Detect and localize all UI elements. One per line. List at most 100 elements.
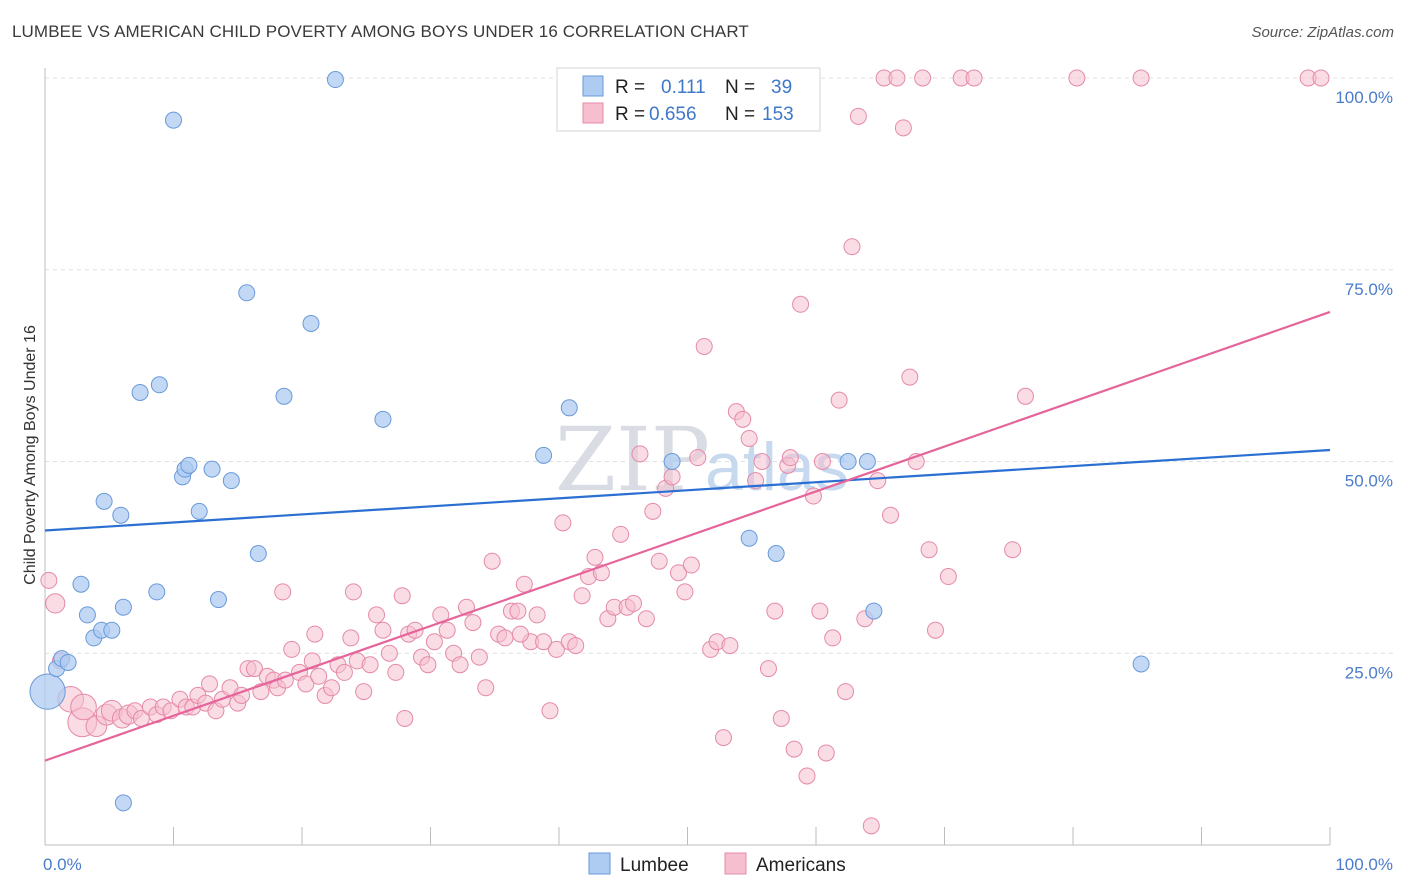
- americans-point: [843, 238, 861, 256]
- americans-points: [40, 69, 1330, 835]
- source-label: Source: ZipAtlas.com: [1251, 24, 1394, 41]
- lumbee-point: [103, 621, 121, 639]
- americans-point: [554, 514, 572, 532]
- lumbee-point: [209, 591, 227, 609]
- americans-point: [310, 667, 328, 685]
- stats-legend: R = 0.111 N = 39 R = 0.656 N = 153: [556, 67, 821, 132]
- americans-point: [496, 629, 514, 647]
- lumbee-point: [302, 314, 320, 332]
- lumbee-point: [72, 575, 90, 593]
- lumbee-point: [29, 673, 66, 710]
- americans-point: [297, 675, 315, 693]
- americans-point: [470, 648, 488, 666]
- americans-point: [663, 468, 681, 486]
- americans-point: [670, 564, 688, 582]
- lumbee-point: [249, 545, 267, 563]
- legend-lumbee-label: Lumbee: [620, 855, 689, 876]
- lumbee-point: [238, 284, 256, 302]
- y-tick-label: 75.0%: [1345, 280, 1393, 299]
- americans-point: [781, 449, 799, 467]
- americans-point: [862, 817, 880, 835]
- lumbee-r-label: R =: [615, 77, 645, 98]
- americans-point: [740, 429, 758, 447]
- americans-point: [644, 502, 662, 520]
- chart-title: LUMBEE VS AMERICAN CHILD POVERTY AMONG B…: [12, 22, 749, 41]
- axes: [44, 68, 1331, 846]
- legend-americans-swatch: [724, 852, 747, 875]
- americans-point: [1312, 69, 1330, 87]
- lumbee-point: [663, 453, 681, 470]
- lumbee-point: [78, 606, 96, 624]
- americans-point: [888, 69, 906, 87]
- americans-n-label: N =: [725, 104, 755, 125]
- americans-point: [772, 709, 790, 727]
- lumbee-n-value: 39: [771, 77, 792, 98]
- x-tick-label: 100.0%: [1335, 855, 1393, 874]
- legend-lumbee-swatch: [588, 852, 611, 875]
- americans-point: [612, 525, 630, 543]
- lumbee-point: [839, 453, 857, 470]
- americans-point: [528, 606, 546, 624]
- americans-point: [837, 683, 855, 701]
- lumbee-point: [165, 111, 182, 129]
- lumbee-point: [112, 506, 130, 524]
- americans-legend-swatch: [582, 102, 604, 124]
- lumbee-point: [535, 446, 553, 464]
- lumbee-point: [203, 460, 221, 478]
- y-tick-label: 100.0%: [1335, 88, 1393, 107]
- americans-point: [438, 621, 456, 639]
- lumbee-n-label: N =: [725, 77, 755, 98]
- americans-point: [920, 541, 938, 559]
- americans-point: [849, 107, 867, 125]
- americans-point: [419, 656, 437, 674]
- americans-point: [631, 445, 649, 463]
- lumbee-point: [222, 472, 240, 490]
- americans-point: [368, 606, 386, 624]
- americans-point: [676, 583, 694, 601]
- americans-point: [483, 552, 501, 570]
- lumbee-point: [767, 545, 785, 563]
- lumbee-points: [29, 71, 1150, 812]
- americans-point: [515, 575, 533, 593]
- americans-point: [380, 644, 398, 662]
- americans-point: [306, 625, 324, 643]
- americans-point: [734, 410, 752, 428]
- americans-point: [939, 568, 957, 586]
- americans-point: [1016, 387, 1034, 405]
- americans-point: [1004, 541, 1022, 559]
- y-tick-label: 25.0%: [1345, 663, 1393, 682]
- y-tick-label: 50.0%: [1345, 472, 1393, 491]
- americans-point: [200, 675, 218, 693]
- lumbee-point: [560, 399, 578, 417]
- americans-point: [965, 69, 983, 87]
- americans-point: [509, 602, 527, 620]
- americans-point: [406, 621, 424, 639]
- americans-point: [759, 660, 777, 678]
- americans-point: [335, 663, 353, 681]
- lumbee-point: [275, 387, 293, 405]
- americans-point: [625, 594, 643, 612]
- americans-point: [374, 621, 392, 639]
- americans-point: [894, 119, 912, 137]
- americans-point: [817, 744, 835, 762]
- americans-point: [511, 625, 529, 643]
- americans-point: [813, 453, 831, 470]
- americans-point: [541, 702, 559, 720]
- tick-labels: 25.0% 50.0% 75.0% 100.0% 0.0% 100.0%: [43, 88, 1393, 874]
- lumbee-trend-line: [44, 448, 1331, 532]
- lumbee-point: [374, 410, 392, 428]
- americans-point: [714, 729, 732, 747]
- americans-n-value: 153: [762, 104, 794, 125]
- americans-point: [323, 679, 341, 697]
- americans-trend-line: [44, 310, 1331, 762]
- americans-r-value: 0.656: [649, 104, 697, 125]
- y-axis-title: Child Poverty Among Boys Under 16: [22, 325, 39, 585]
- lumbee-point: [95, 492, 113, 510]
- americans-point: [798, 767, 816, 785]
- americans-point: [361, 656, 379, 674]
- lumbee-point: [150, 376, 168, 394]
- lumbee-point: [131, 383, 149, 401]
- americans-point: [396, 709, 414, 727]
- americans-point: [637, 610, 655, 628]
